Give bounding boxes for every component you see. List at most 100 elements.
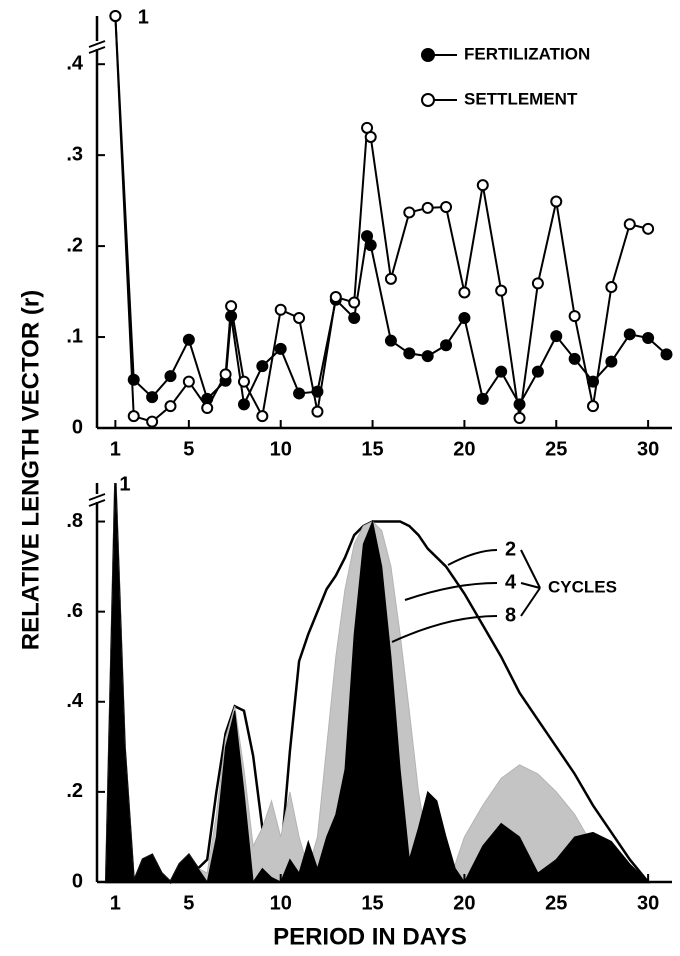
y-tick-label: .6 [66,600,83,622]
data-point [495,365,508,378]
series-area [105,482,650,884]
data-point [531,277,544,290]
x-tick-label: 25 [545,892,567,914]
axis-break [88,499,106,507]
legend-marker [421,93,435,107]
data-point [495,284,508,297]
data-point [476,179,489,192]
data-point [531,365,544,378]
data-point [348,296,361,309]
data-point [364,239,377,252]
legend-leader [404,582,498,601]
data-point [311,405,324,418]
data-point [293,387,306,400]
data-point [109,10,122,22]
data-point [458,286,471,299]
data-point [421,350,434,363]
data-point [568,352,581,365]
annotation: 1 [138,6,149,28]
y-tick-label: .2 [66,234,83,256]
legend-leader [391,615,498,643]
y-tick-label: .4 [66,52,84,74]
data-point [403,206,416,219]
data-point [384,334,397,347]
y-axis-label: RELATIVE LENGTH VECTOR (r) [17,290,44,650]
data-point [550,330,563,343]
axis-break [88,40,106,48]
y-tick-label: .8 [66,510,83,532]
data-point [421,201,434,214]
data-point [182,375,195,388]
x-tick-label: 1 [110,438,121,460]
legend-label: 8 [505,604,516,626]
data-point [237,398,250,411]
y-tick-label: .1 [66,325,83,347]
legend-label: SETTLEMENT [464,89,578,108]
y-tick-label: .4 [66,690,84,712]
data-point [605,355,618,368]
data-point [182,333,195,346]
data-point [164,400,177,413]
y-tick-label: .3 [66,143,83,165]
data-point [164,370,177,383]
data-point [364,130,377,143]
data-point [274,303,287,316]
data-point [225,300,238,313]
legend-leader [447,549,498,566]
data-point [440,200,453,213]
x-tick-label: 10 [270,438,292,460]
data-point [550,195,563,208]
data-point [642,222,655,235]
y-tick-label: 0 [72,870,83,892]
data-point [146,415,159,428]
data-point [127,373,140,386]
data-point [201,401,214,414]
legend-title: CYCLES [548,577,617,596]
x-tick-label: 30 [637,438,659,460]
x-tick-label: 5 [183,892,194,914]
data-point [329,291,342,304]
data-point [256,410,269,423]
data-point [293,311,306,324]
data-point [127,410,140,423]
data-point [587,400,600,413]
data-point [219,368,232,381]
y-tick-label: 0 [72,416,83,438]
data-point [513,411,526,424]
x-tick-label: 30 [637,892,659,914]
data-point [660,348,673,361]
data-point [623,328,636,341]
x-axis-label: PERIOD IN DAYS [273,923,467,950]
data-point [403,347,416,360]
axis-break [88,493,106,501]
y-tick-label: .2 [66,780,83,802]
x-tick-label: 15 [361,892,383,914]
data-point [274,342,287,355]
x-tick-label: 10 [270,892,292,914]
x-tick-label: 1 [110,892,121,914]
data-point [348,311,361,324]
annotation: 1 [119,473,130,495]
x-tick-label: 5 [183,438,194,460]
legend-brace [520,587,541,617]
legend-label: 2 [505,538,516,560]
data-point [642,331,655,344]
x-tick-label: 20 [453,438,475,460]
data-point [458,311,471,324]
data-point [256,360,269,373]
axis-break [88,46,106,54]
legend-brace [520,582,541,589]
data-point [237,375,250,388]
data-point [605,281,618,294]
data-point [146,391,159,404]
data-point [568,310,581,323]
x-tick-label: 25 [545,438,567,460]
x-tick-label: 20 [453,892,475,914]
data-point [384,272,397,285]
data-point [513,398,526,411]
legend-marker [421,48,435,62]
x-tick-label: 15 [361,438,383,460]
legend-label: FERTILIZATION [464,44,590,63]
data-point [623,218,636,231]
